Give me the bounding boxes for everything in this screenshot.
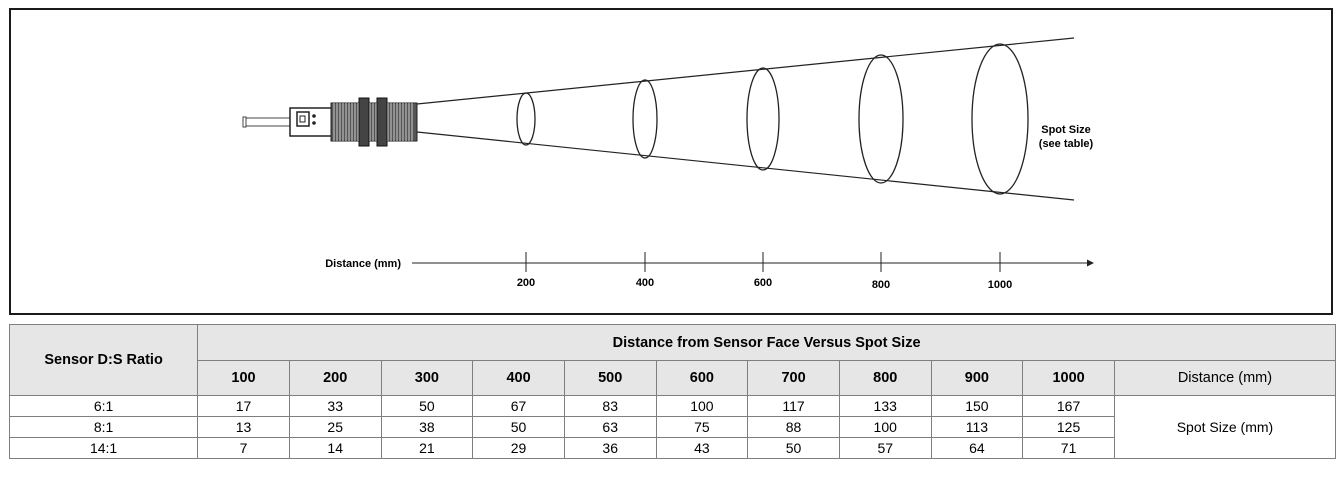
spot-cell: 25 <box>288 416 382 438</box>
spot-cell: 17 <box>197 395 290 417</box>
spot-cell: 57 <box>838 437 932 459</box>
spot-ellipse-800 <box>858 54 904 184</box>
ratio-header: Sensor D:S Ratio <box>8 324 199 396</box>
distance-col-header: 1000 <box>1022 360 1115 396</box>
spot-cell: 133 <box>838 395 932 417</box>
tick-label-800: 800 <box>872 279 890 291</box>
spot-cell: 29 <box>472 437 565 459</box>
distance-unit-header: Distance (mm) <box>1113 360 1336 396</box>
table-row: 14:1 7 14 21 29 36 43 50 57 64 71 <box>8 437 1336 459</box>
spot-unit-cell: Spot Size (mm) <box>1113 395 1336 459</box>
ratio-cell: 14:1 <box>8 437 199 459</box>
group-header: Distance from Sensor Face Versus Spot Si… <box>197 324 1336 361</box>
distance-header-row: 100 200 300 400 500 600 700 800 900 1000… <box>10 360 1336 396</box>
axis-arrow-icon <box>1087 259 1094 267</box>
spot-cell: 83 <box>563 395 657 417</box>
spot-cell: 50 <box>380 395 474 417</box>
distance-col-header: 500 <box>563 360 657 396</box>
distance-col-header: 800 <box>838 360 932 396</box>
spot-size-diagram: Spot Size (see table) Distance (mm) 200 … <box>9 8 1333 315</box>
spot-cell: 14 <box>288 437 382 459</box>
spot-cell: 113 <box>930 416 1024 438</box>
table-row: 6:1 17 33 50 67 83 100 117 133 150 167 S… <box>8 395 1336 459</box>
spot-cell: 33 <box>288 395 382 417</box>
tick-label-400: 400 <box>636 277 654 289</box>
spot-cell: 167 <box>1022 395 1115 417</box>
spot-ellipse-400 <box>632 79 658 159</box>
spot-cell: 88 <box>747 416 840 438</box>
spot-size-label: Spot Size <box>1041 124 1091 136</box>
distance-col-header: 200 <box>288 360 382 396</box>
spot-ellipse-600 <box>746 67 780 171</box>
spot-cell: 43 <box>655 437 749 459</box>
tick-label-600: 600 <box>754 277 772 289</box>
spot-cell: 50 <box>472 416 565 438</box>
spot-cell: 13 <box>197 416 290 438</box>
ratio-cell: 6:1 <box>8 395 199 417</box>
spot-cell: 64 <box>930 437 1024 459</box>
spot-cell: 67 <box>472 395 565 417</box>
distance-axis-label: Distance (mm) <box>325 258 401 270</box>
diagram-canvas: Spot Size (see table) Distance (mm) 200 … <box>242 37 1094 291</box>
tick-label-1000: 1000 <box>988 279 1012 291</box>
spot-cell: 71 <box>1022 437 1115 459</box>
spot-ellipses <box>516 43 1029 195</box>
spot-size-table: Sensor D:S Ratio Distance from Sensor Fa… <box>8 324 1336 459</box>
tick-label-200: 200 <box>517 277 535 289</box>
spot-cell: 100 <box>838 416 932 438</box>
spot-size-note: (see table) <box>1039 138 1094 150</box>
sensor-cable <box>242 116 291 128</box>
spot-cell: 150 <box>930 395 1024 417</box>
sensor-thread <box>333 103 413 141</box>
distance-col-header: 900 <box>930 360 1024 396</box>
axis-ticks <box>525 252 1001 272</box>
spot-cell: 36 <box>563 437 657 459</box>
ratio-cell: 8:1 <box>8 416 199 438</box>
spot-ellipse-1000 <box>971 43 1029 195</box>
distance-col-header: 300 <box>380 360 474 396</box>
spot-cell: 75 <box>655 416 749 438</box>
beam-cone <box>416 37 1075 201</box>
spot-cell: 117 <box>747 395 840 417</box>
distance-col-header: 600 <box>655 360 749 396</box>
spot-cell: 125 <box>1022 416 1115 438</box>
spot-cell: 63 <box>563 416 657 438</box>
distance-col-header: 100 <box>197 360 290 396</box>
spot-cell: 7 <box>197 437 290 459</box>
spot-cell: 38 <box>380 416 474 438</box>
table-header-row: Sensor D:S Ratio Distance from Sensor Fa… <box>8 324 1336 396</box>
distance-col-header: 700 <box>747 360 840 396</box>
distance-col-header: 400 <box>472 360 565 396</box>
spot-cell: 100 <box>655 395 749 417</box>
spot-cell: 50 <box>747 437 840 459</box>
spot-cell: 21 <box>380 437 474 459</box>
sensor-icon <box>289 97 418 147</box>
spot-ellipse-200 <box>516 92 536 146</box>
